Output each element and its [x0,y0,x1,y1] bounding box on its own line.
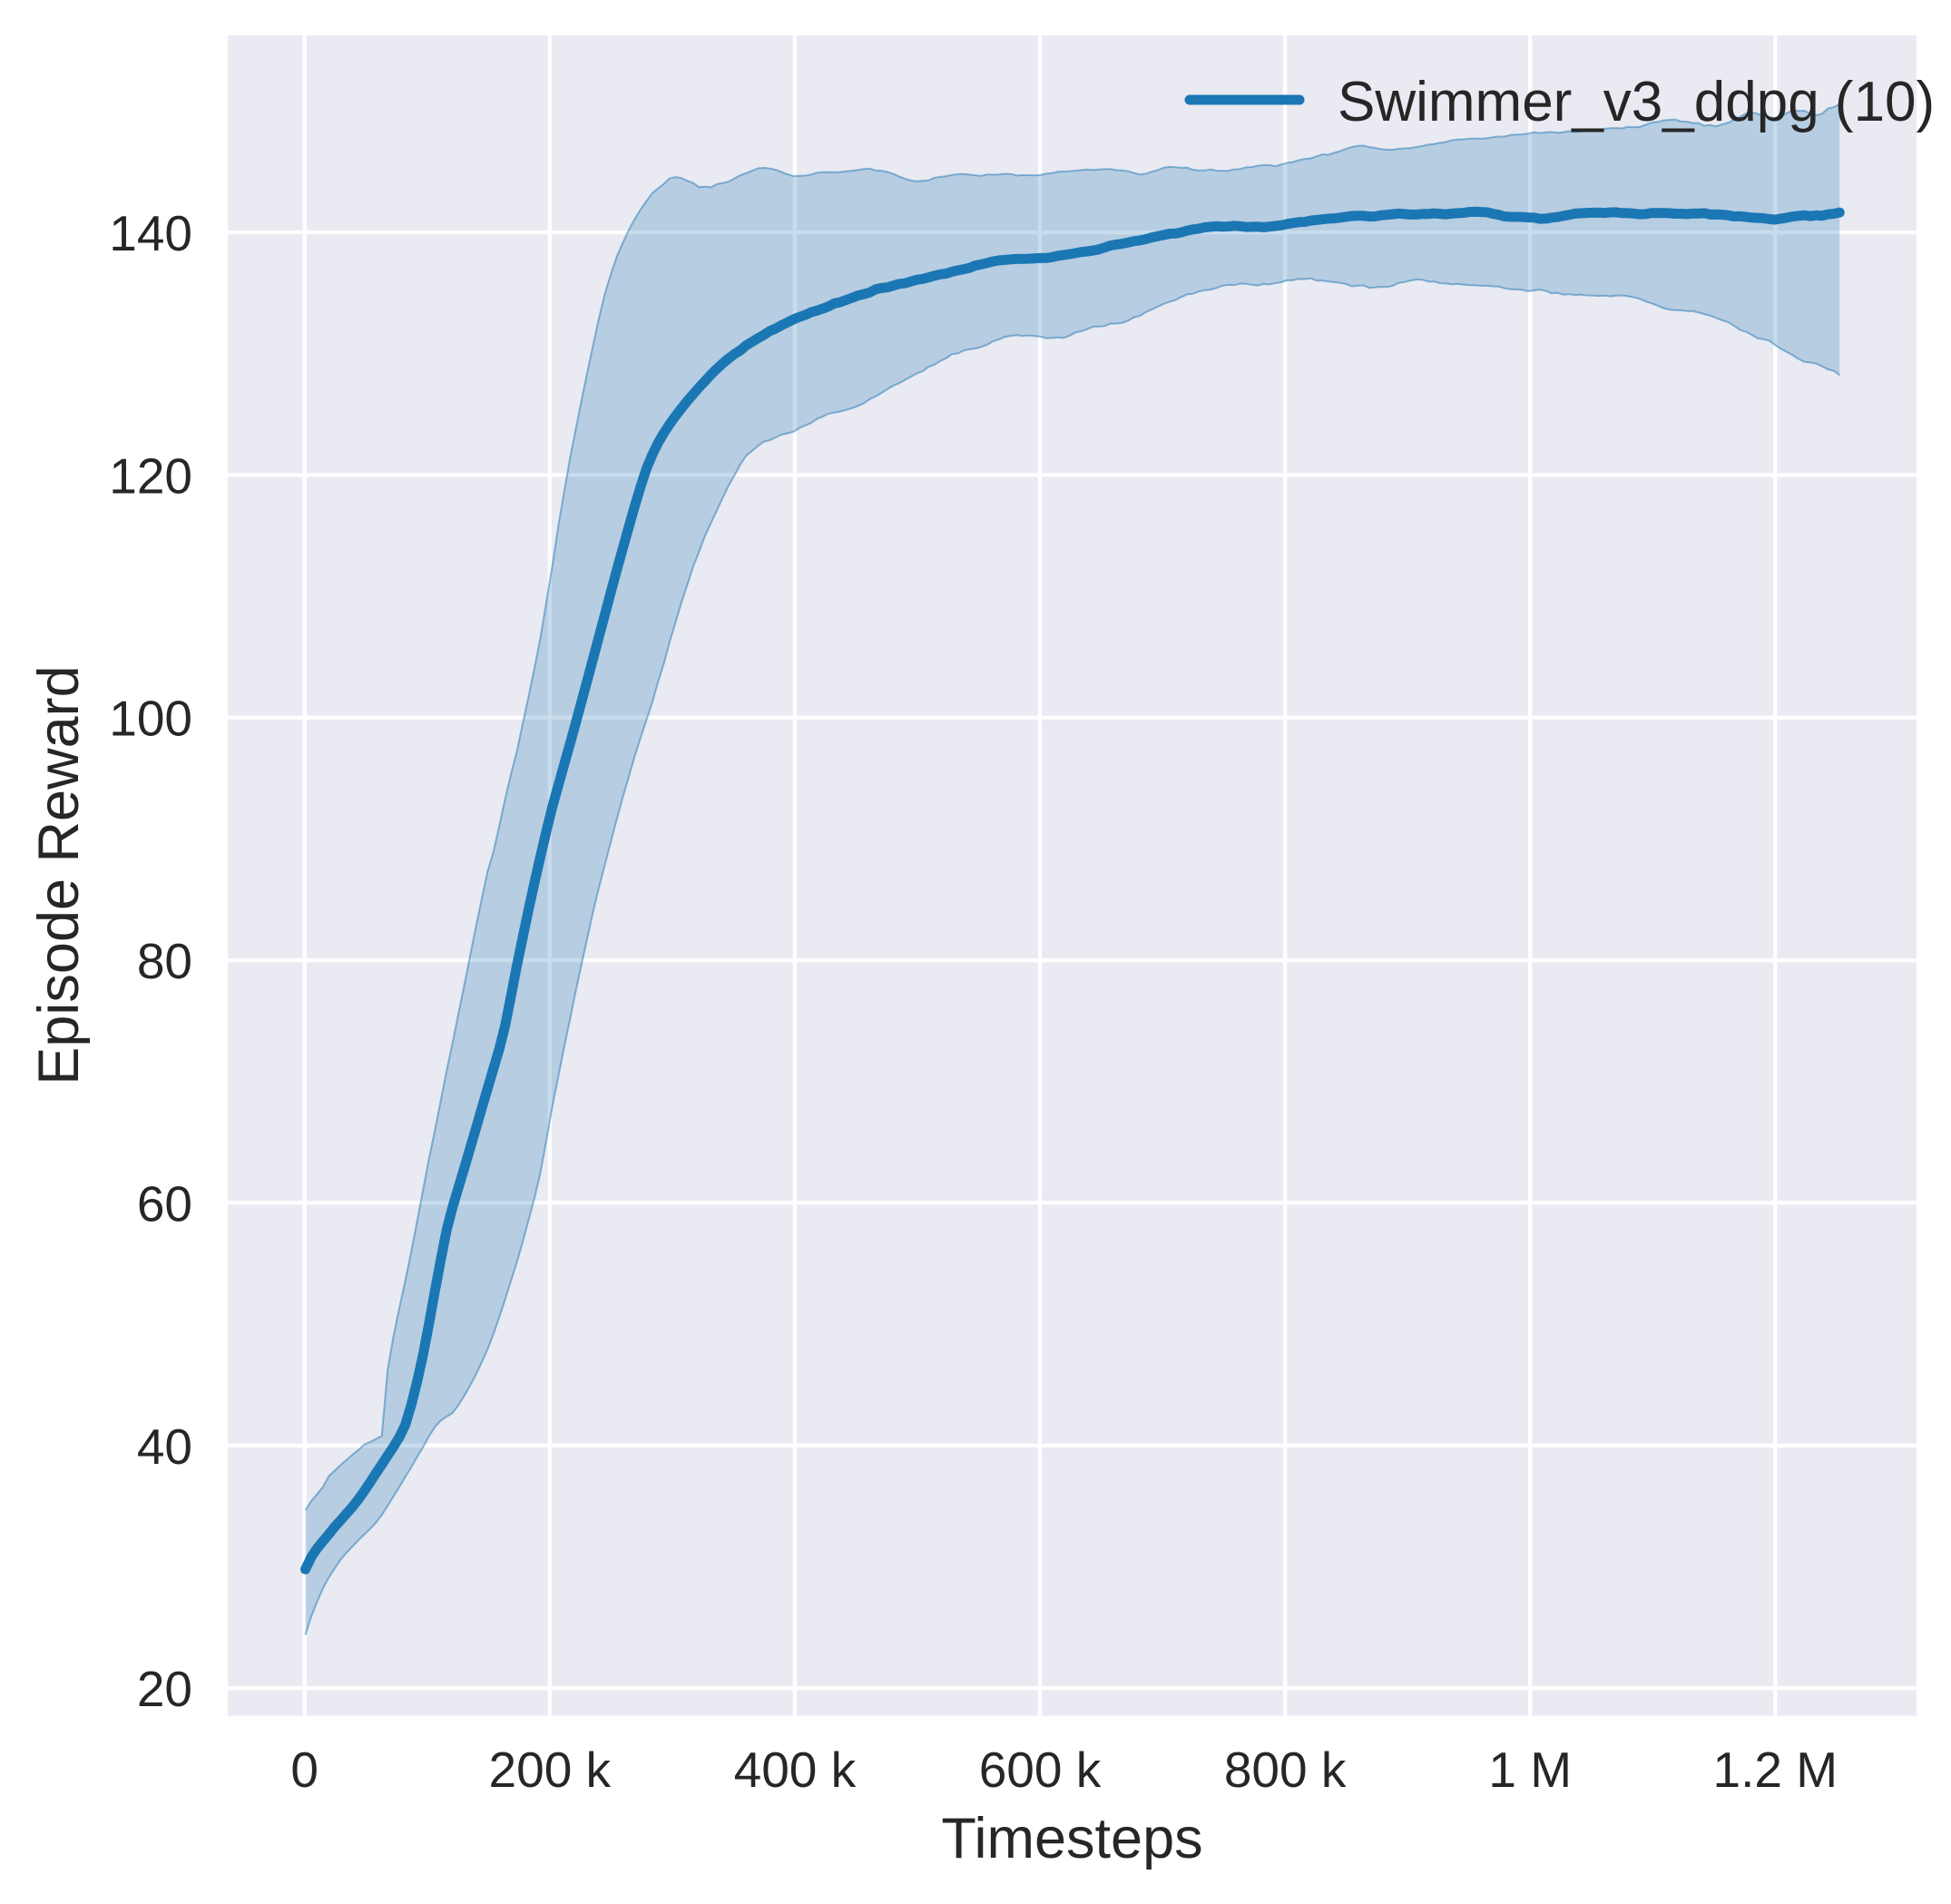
svg-text:80: 80 [137,933,192,989]
svg-text:600 k: 600 k [979,1742,1102,1798]
svg-text:20: 20 [137,1661,192,1717]
svg-text:Timesteps: Timesteps [941,1807,1202,1870]
svg-text:0: 0 [290,1742,319,1798]
svg-text:800 k: 800 k [1224,1742,1347,1798]
svg-text:100: 100 [109,691,192,747]
svg-text:140: 140 [109,205,192,261]
svg-text:Swimmer_v3_ddpg (10): Swimmer_v3_ddpg (10) [1338,71,1935,133]
svg-text:60: 60 [137,1175,192,1232]
svg-text:40: 40 [137,1418,192,1475]
svg-text:1 M: 1 M [1488,1742,1572,1798]
svg-text:Episode Reward: Episode Reward [27,665,91,1084]
svg-text:120: 120 [109,447,192,504]
svg-text:400 k: 400 k [734,1742,857,1798]
svg-text:200 k: 200 k [489,1742,612,1798]
svg-text:1.2 M: 1.2 M [1713,1742,1838,1798]
